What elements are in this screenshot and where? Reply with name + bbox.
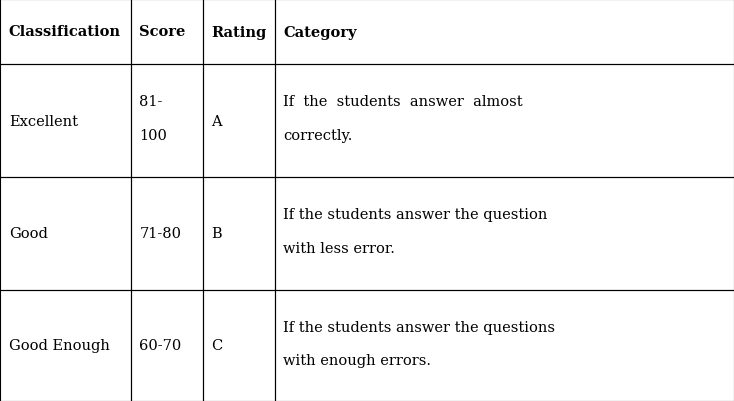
Bar [0,0,131,65]
Bar [203,0,275,65]
Text: Classification: Classification [9,25,121,39]
Text: with enough errors.: with enough errors. [283,353,432,367]
Text: Rating: Rating [211,25,266,39]
Bar [131,65,203,178]
Bar [203,65,275,178]
Text: 71-80: 71-80 [139,227,181,241]
Bar [275,65,734,178]
Bar [131,178,203,290]
Bar [275,0,734,65]
Text: B: B [211,227,222,241]
Text: A: A [211,114,222,128]
Bar [131,290,203,401]
Text: 100: 100 [139,129,167,143]
Text: Excellent: Excellent [9,114,78,128]
Text: 81-: 81- [139,95,163,109]
Text: If  the  students  answer  almost: If the students answer almost [283,95,523,109]
Text: Good: Good [9,227,48,241]
Bar [203,178,275,290]
Text: correctly.: correctly. [283,129,353,143]
Bar [131,0,203,65]
Bar [275,178,734,290]
Bar [0,65,131,178]
Text: 60-70: 60-70 [139,339,182,352]
Bar [0,290,131,401]
Text: If the students answer the question: If the students answer the question [283,208,548,222]
Text: with less error.: with less error. [283,241,395,255]
Bar [203,290,275,401]
Text: Good Enough: Good Enough [9,339,109,352]
Text: C: C [211,339,222,352]
Bar [275,290,734,401]
Bar [0,178,131,290]
Text: Category: Category [283,25,357,39]
Text: If the students answer the questions: If the students answer the questions [283,320,556,334]
Text: Score: Score [139,25,186,39]
